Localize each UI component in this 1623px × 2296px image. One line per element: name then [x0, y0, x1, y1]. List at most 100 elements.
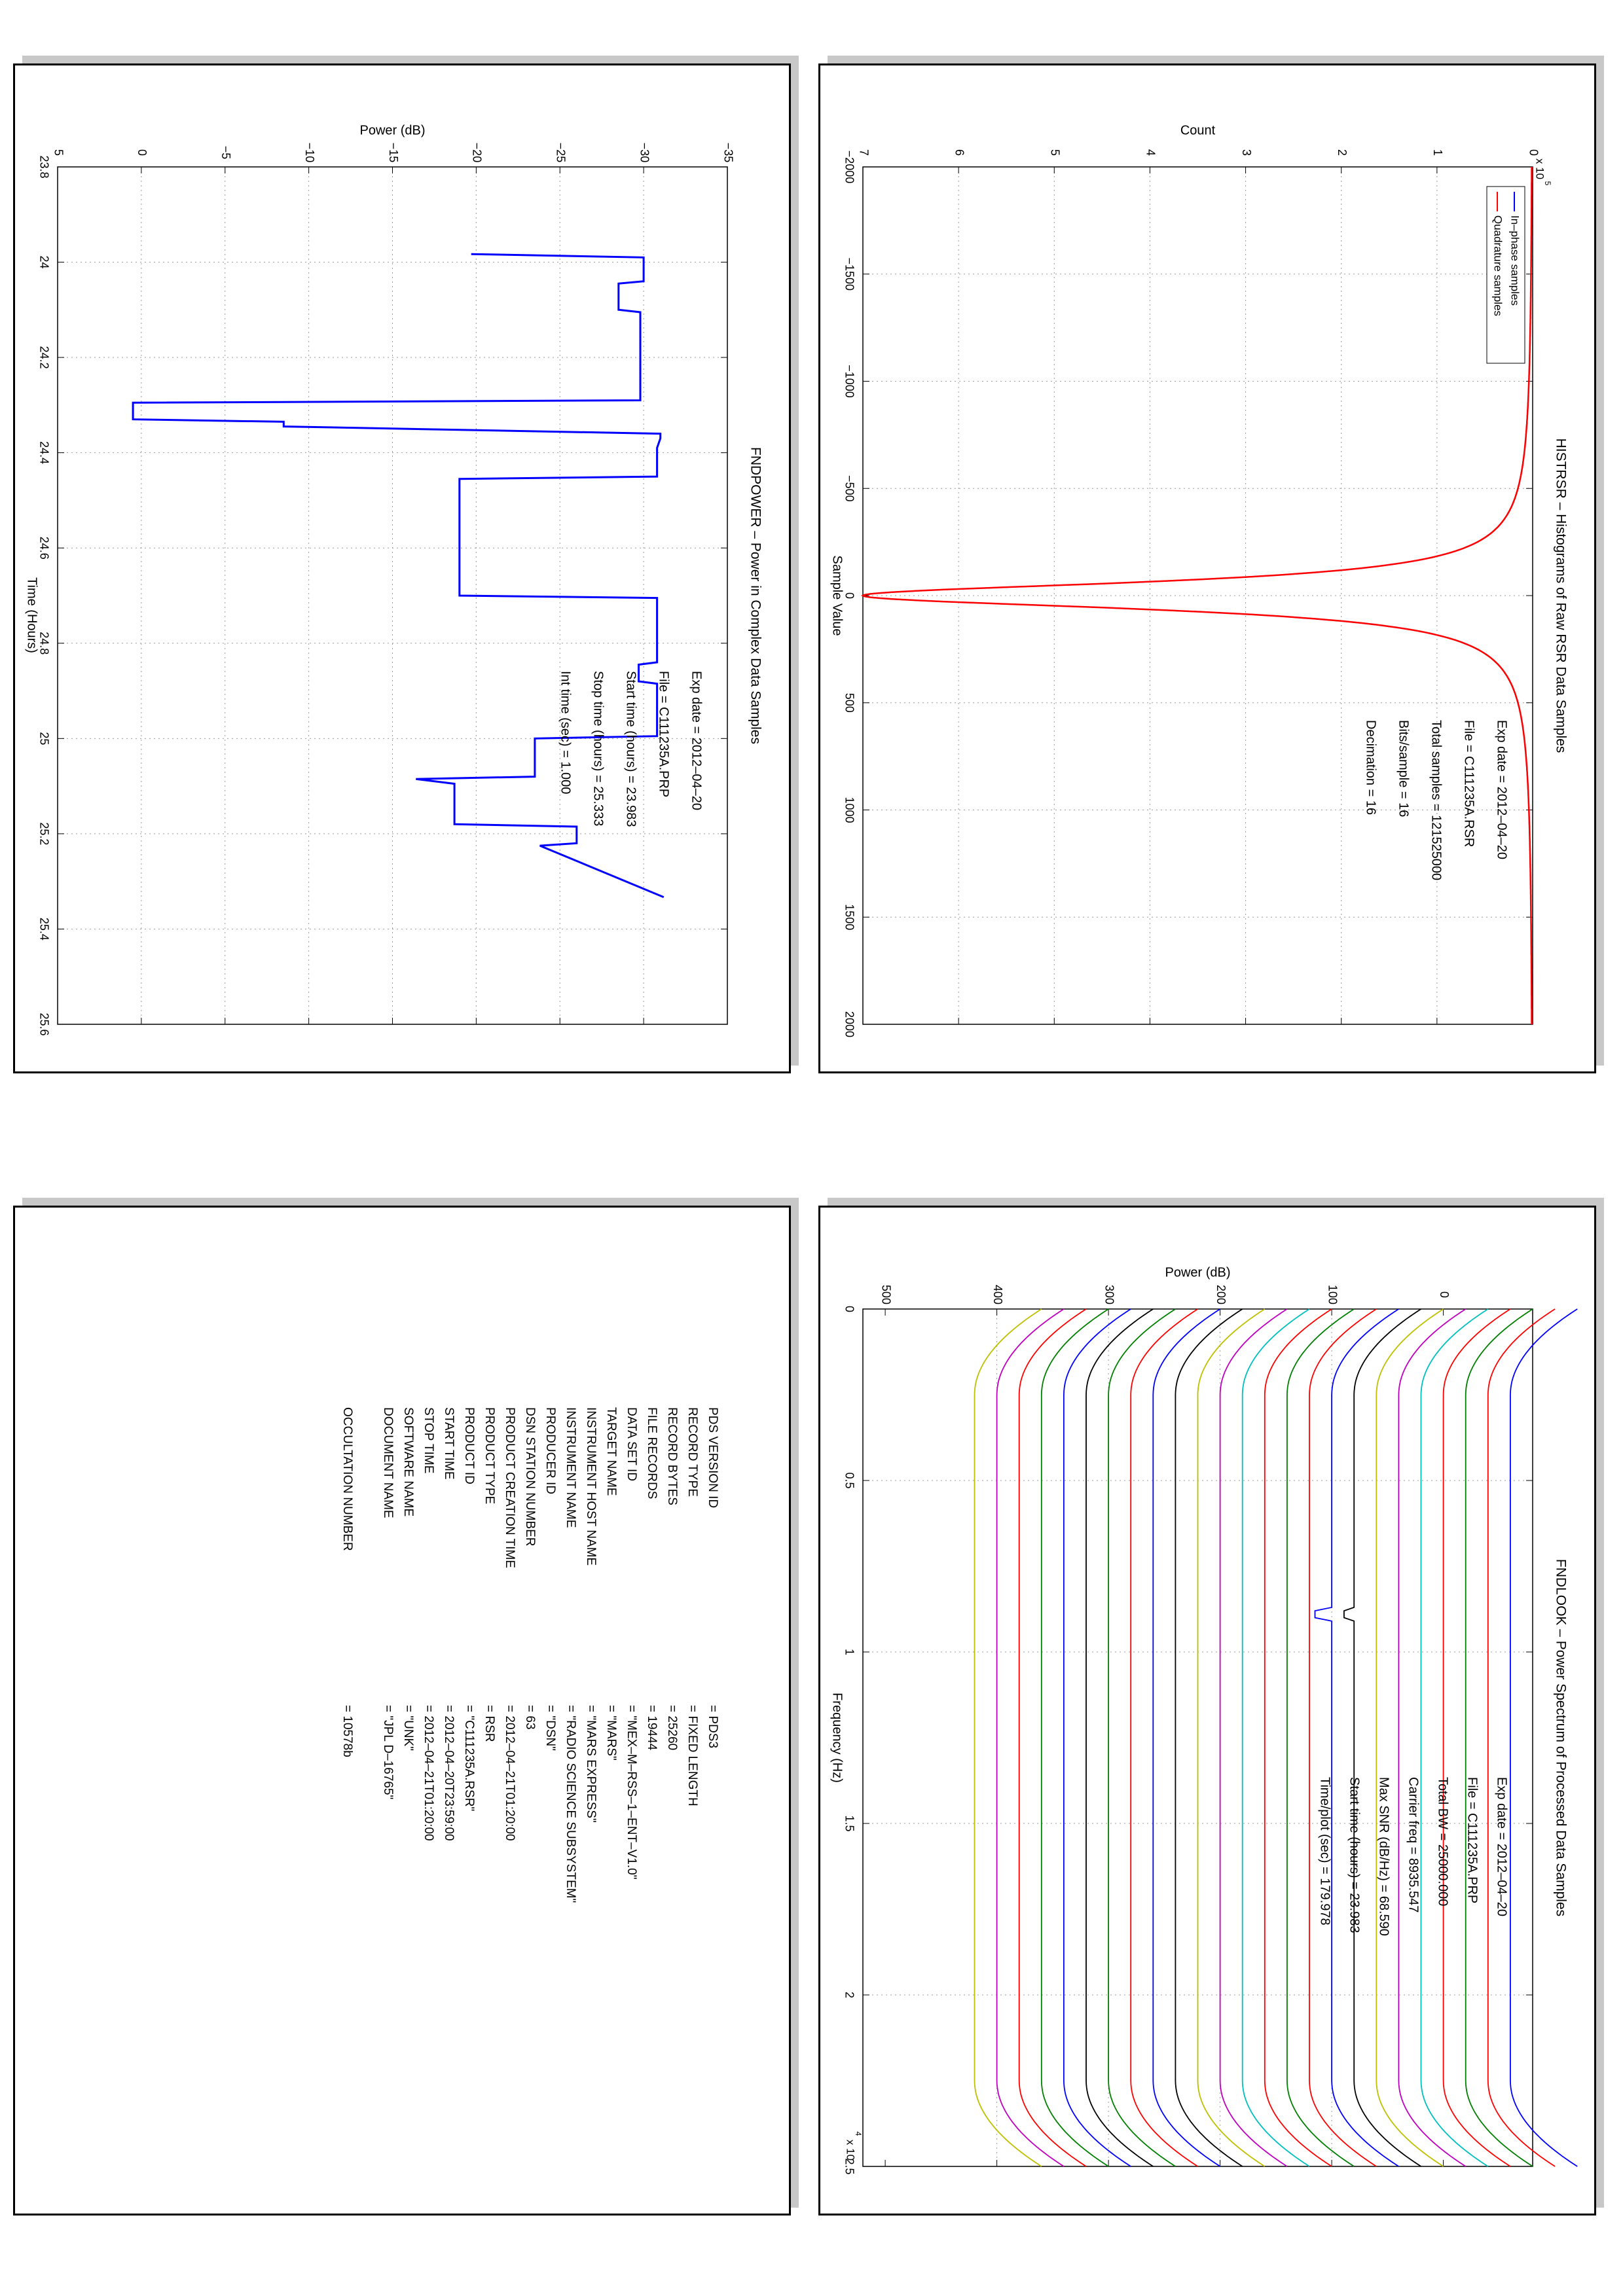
histogram-xtick-label: 0 — [843, 592, 856, 599]
power-ytick-label: −5 — [219, 146, 232, 160]
histogram-xtick-label: −1000 — [843, 365, 856, 398]
histogram-panel: 0 1 2 3 4 5 6 7 −2000 −1500 −1000 −500 0 500 1000 1500 2… — [818, 56, 1604, 1073]
spectrum-series-line — [1152, 1308, 1221, 2167]
histogram-ytick-label: 6 — [953, 149, 966, 156]
label-panel: PDS VERSION ID = PDS3 RECORD TYPE = FIXED L… — [13, 1198, 799, 2215]
spectrum-title: FNDLOOK – Power Spectrum of Processed Da… — [1553, 1559, 1568, 1916]
power-ytick-label: −15 — [387, 143, 400, 163]
label-key: TARGET NAME — [604, 1407, 618, 1496]
spectrum-ytick-label: 200 — [1214, 1285, 1228, 1304]
histogram-chart: 0 1 2 3 4 5 6 7−2000 −1500 −1000 −500 0 500 1000 1500 2… — [830, 123, 1569, 1037]
histogram-xtick-label: −1500 — [843, 257, 856, 291]
power-ytick-label: −35 — [721, 143, 735, 163]
histogram-info-line: Decimation = 16 — [1364, 720, 1378, 815]
spectrum-series-line — [974, 1308, 1042, 2167]
histogram-ytick-label: 2 — [1336, 149, 1349, 156]
spectrum-xtick-label: 2 — [843, 1992, 856, 1998]
spectrum-info-line: Start time (hours) = 23.983 — [1347, 1777, 1362, 1933]
histogram-xtick-label: 1500 — [843, 904, 856, 930]
spectrum-x-multiplier-exp: 4 — [854, 2132, 863, 2136]
label-key: DOCUMENT NAME — [381, 1407, 395, 1518]
spectrum-xtick-label: 0.5 — [843, 1472, 856, 1488]
label-key: DSN STATION NUMBER — [523, 1407, 537, 1547]
power-ytick-label: −10 — [303, 143, 316, 163]
power-xtick-label: 24.8 — [37, 632, 50, 655]
power-xtick-label: 23.8 — [37, 155, 50, 178]
label-key: SOFTWARE NAME — [401, 1407, 415, 1516]
histogram-ylabel: Count — [1180, 123, 1216, 137]
spectrum-chart: 0 100 200 300 400 500 0 0.5 1 1.5 2 2.5 FNDLOOK – Po… — [830, 1265, 1578, 2175]
spectrum-xtick-label: 2.5 — [843, 2158, 856, 2174]
label-key: DATA SET ID — [625, 1407, 638, 1481]
power-xtick-label: 24 — [37, 256, 50, 269]
spectrum-info-line: File = C111235A.PRP — [1465, 1777, 1480, 1903]
label-value: = "MEX–M–RSS–1–ENT–V1.0" — [625, 1705, 638, 1879]
label-key: START TIME — [442, 1407, 456, 1480]
spectrum-xtick-label: 0 — [843, 1306, 856, 1312]
label-value: = 19444 — [645, 1705, 659, 1751]
histogram-title: HISTRSR – Histograms of Raw RSR Data Sam… — [1553, 439, 1568, 753]
spectrum-axes: 0 100 200 300 400 500 0 0.5 1 1.5 2 2.5 — [843, 1285, 1533, 2175]
power-xtick-label: 24.2 — [37, 346, 50, 369]
spectrum-series-line — [1442, 1308, 1511, 2167]
power-info-line: Exp date = 2012–04–20 — [689, 671, 704, 810]
power-chart: −35 −30 −25 −20 −15 −10 −5 0 523.8 24 24.2 24.4 24.6… — [25, 123, 763, 1036]
spectrum-x-multiplier: x 10 — [845, 2140, 857, 2161]
label-value: = "UNK" — [401, 1705, 415, 1751]
spectrum-series-line — [1040, 1308, 1109, 2167]
power-ytick-label: 5 — [52, 149, 65, 156]
label-value: = 10578b — [340, 1705, 354, 1757]
spectrum-info-line: Exp date = 2012–04–20 — [1495, 1777, 1509, 1916]
spectrum-series-line — [1219, 1308, 1288, 2167]
histogram-y-multiplier: x 10 — [1534, 158, 1546, 179]
label-key: FILE RECORDS — [645, 1407, 659, 1499]
spectrum-ylabel: Power (dB) — [1165, 1265, 1230, 1280]
label-value: = "C111235A.RSR" — [462, 1705, 476, 1811]
power-info-line: File = C111235A.PRP — [657, 671, 671, 797]
spectrum-info-line: Carrier freq = 8935.547 — [1406, 1777, 1421, 1912]
spectrum-panel: 0 100 200 300 400 500 0 0.5 1 1.5 2 2.5 FNDLOOK – Po… — [818, 1198, 1604, 2215]
power-xtick-label: 25.2 — [37, 822, 50, 845]
histogram-xtick-label: 1000 — [843, 797, 856, 823]
spectrum-info-line: Total BW = 25000.000 — [1436, 1777, 1450, 1906]
histogram-info-line: Bits/sample = 16 — [1396, 720, 1411, 817]
label-key: PRODUCT ID — [462, 1407, 476, 1484]
label-key: PRODUCT TYPE — [483, 1407, 496, 1504]
spectrum-series-line — [1063, 1308, 1131, 2167]
label-key: PDS VERSION ID — [706, 1407, 720, 1508]
histogram-axes: 0 1 2 3 4 5 6 7−2000 −1500 −1000 −500 0 500 1000 1500 2… — [843, 149, 1540, 1037]
histogram-ytick-label: 7 — [857, 149, 870, 156]
label-key: STOP TIME — [422, 1407, 435, 1473]
histogram-xtick-label: −2000 — [843, 151, 856, 184]
histogram-xtick-label: −500 — [843, 475, 856, 502]
power-axes: −35 −30 −25 −20 −15 −10 −5 0 523.8 24 24.2 24.4 24.6… — [37, 143, 735, 1036]
power-series-line — [132, 253, 665, 899]
spectrum-series-line — [1314, 1308, 1399, 2167]
power-ytick-label: −30 — [638, 143, 651, 163]
spectrum-ytick-label: 400 — [991, 1285, 1004, 1304]
spectrum-series-line — [1309, 1308, 1377, 2167]
label-value: = "RADIO SCIENCE SUBSYSTEM" — [564, 1705, 577, 1903]
spectrum-series-line — [1510, 1308, 1578, 2167]
label-key: OCCULTATION NUMBER — [340, 1407, 354, 1551]
spectrum-series-line — [1175, 1308, 1243, 2167]
power-panel: −35 −30 −25 −20 −15 −10 −5 0 5 23.8 24 24.2 24.4 24.6… — [13, 56, 799, 1073]
histogram-info-line: File = C111235A.RSR — [1462, 720, 1476, 847]
histogram-info-line: Exp date = 2012–04–20 — [1495, 720, 1509, 859]
histogram-legend-box — [1486, 186, 1525, 364]
spectrum-xtick-label: 1 — [843, 1649, 856, 1655]
histogram-ytick-label: 0 — [1527, 149, 1540, 156]
histogram-y-multiplier-exp: 5 — [1543, 181, 1552, 186]
histogram-ytick-label: 5 — [1049, 149, 1062, 156]
power-xtick-label: 25.6 — [37, 1013, 50, 1035]
spectrum-xtick-label: 1.5 — [843, 1815, 856, 1831]
label-value: = RSR — [483, 1705, 496, 1742]
label-value: = 25260 — [665, 1705, 679, 1750]
power-info-line: Stop time (hours) = 25.333 — [591, 671, 606, 826]
label-value: = 2012–04–20T23:59:00 — [442, 1705, 456, 1841]
power-info-line: Int time (sec) = 1.000 — [558, 671, 573, 794]
power-ylabel: Power (dB) — [359, 123, 425, 137]
power-ytick-label: −25 — [555, 143, 568, 163]
spectrum-series-line — [1018, 1308, 1087, 2167]
label-key: PRODUCT CREATION TIME — [503, 1407, 517, 1568]
